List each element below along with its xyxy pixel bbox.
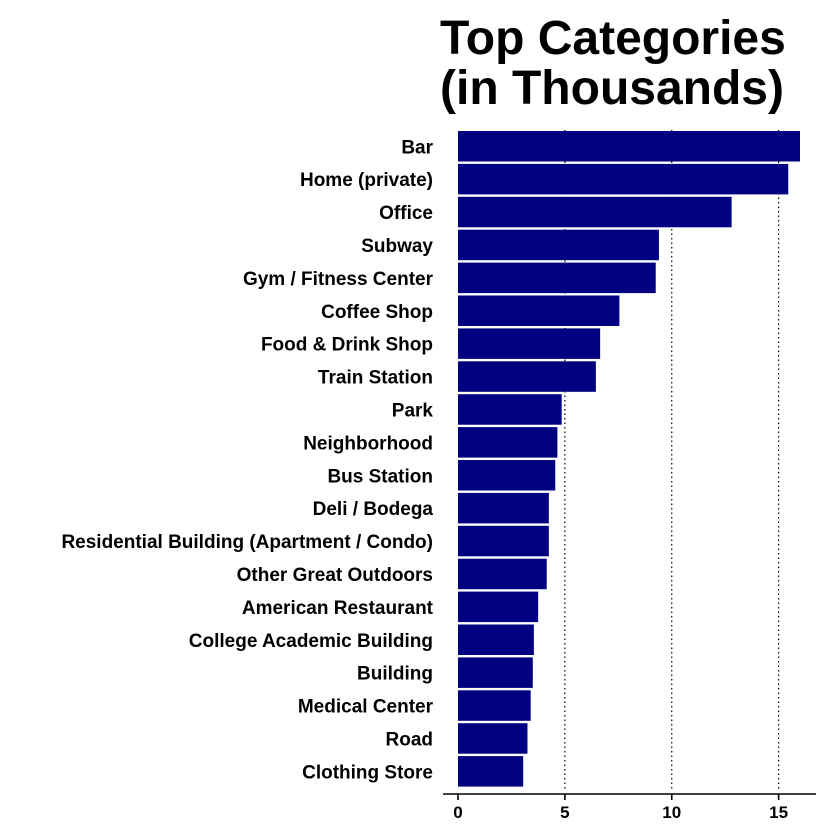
category-label-0: Bar	[401, 137, 433, 158]
category-label-5: Coffee Shop	[321, 302, 433, 323]
category-labels: Bar Home (private) Office Subway Gym / Fitne…	[61, 137, 433, 783]
category-label-10: Bus Station	[327, 466, 433, 487]
bar-1	[458, 163, 789, 195]
bar-6	[458, 328, 601, 359]
category-label-9: Neighborhood	[303, 433, 433, 454]
bar-13	[458, 558, 547, 590]
category-label-12: Residential Building (Apartment / Condo)	[61, 532, 433, 553]
x-tick-label-15: 15	[769, 803, 788, 822]
category-label-1: Home (private)	[300, 170, 433, 191]
category-label-16: Building	[357, 664, 433, 685]
category-label-8: Park	[392, 400, 434, 421]
bar-10	[458, 460, 556, 491]
category-label-15: College Academic Building	[189, 631, 433, 652]
category-label-7: Train Station	[318, 368, 433, 389]
chart-title: Top Categories (in Thousands)	[440, 14, 786, 114]
bar-11	[458, 492, 549, 524]
bar-7	[458, 361, 596, 392]
bar-2	[458, 196, 732, 228]
bar-4	[458, 262, 656, 294]
grid-lines	[564, 130, 780, 790]
category-label-2: Office	[379, 203, 433, 224]
category-label-14: American Restaurant	[242, 598, 434, 619]
x-tick-label-10: 10	[662, 803, 681, 822]
bar-9	[458, 427, 558, 458]
x-tick-label-5: 5	[560, 803, 569, 822]
category-label-13: Other Great Outdoors	[237, 565, 433, 586]
bar-16	[458, 657, 533, 688]
bar-0	[458, 131, 800, 162]
bar-19	[458, 756, 524, 787]
category-label-11: Deli / Bodega	[313, 499, 434, 520]
bar-18	[458, 723, 528, 754]
bar-5	[458, 295, 620, 326]
bar-12	[458, 525, 549, 557]
x-axis: 0 5 10 15	[443, 793, 816, 822]
bar-14	[458, 591, 539, 623]
chart-title-line-1: Top Categories	[440, 12, 786, 65]
category-label-18: Road	[386, 729, 434, 750]
bars	[458, 131, 800, 787]
category-label-6: Food & Drink Shop	[261, 335, 433, 356]
category-label-3: Subway	[361, 236, 433, 257]
bar-8	[458, 394, 562, 425]
chart-title-line-2: (in Thousands)	[440, 62, 784, 115]
bar-17	[458, 690, 531, 721]
category-label-19: Clothing Store	[302, 762, 433, 783]
bar-3	[458, 229, 659, 261]
x-tick-label-0: 0	[453, 803, 462, 822]
bar-15	[458, 624, 534, 655]
category-label-17: Medical Center	[298, 697, 434, 718]
category-label-4: Gym / Fitness Center	[243, 269, 434, 290]
